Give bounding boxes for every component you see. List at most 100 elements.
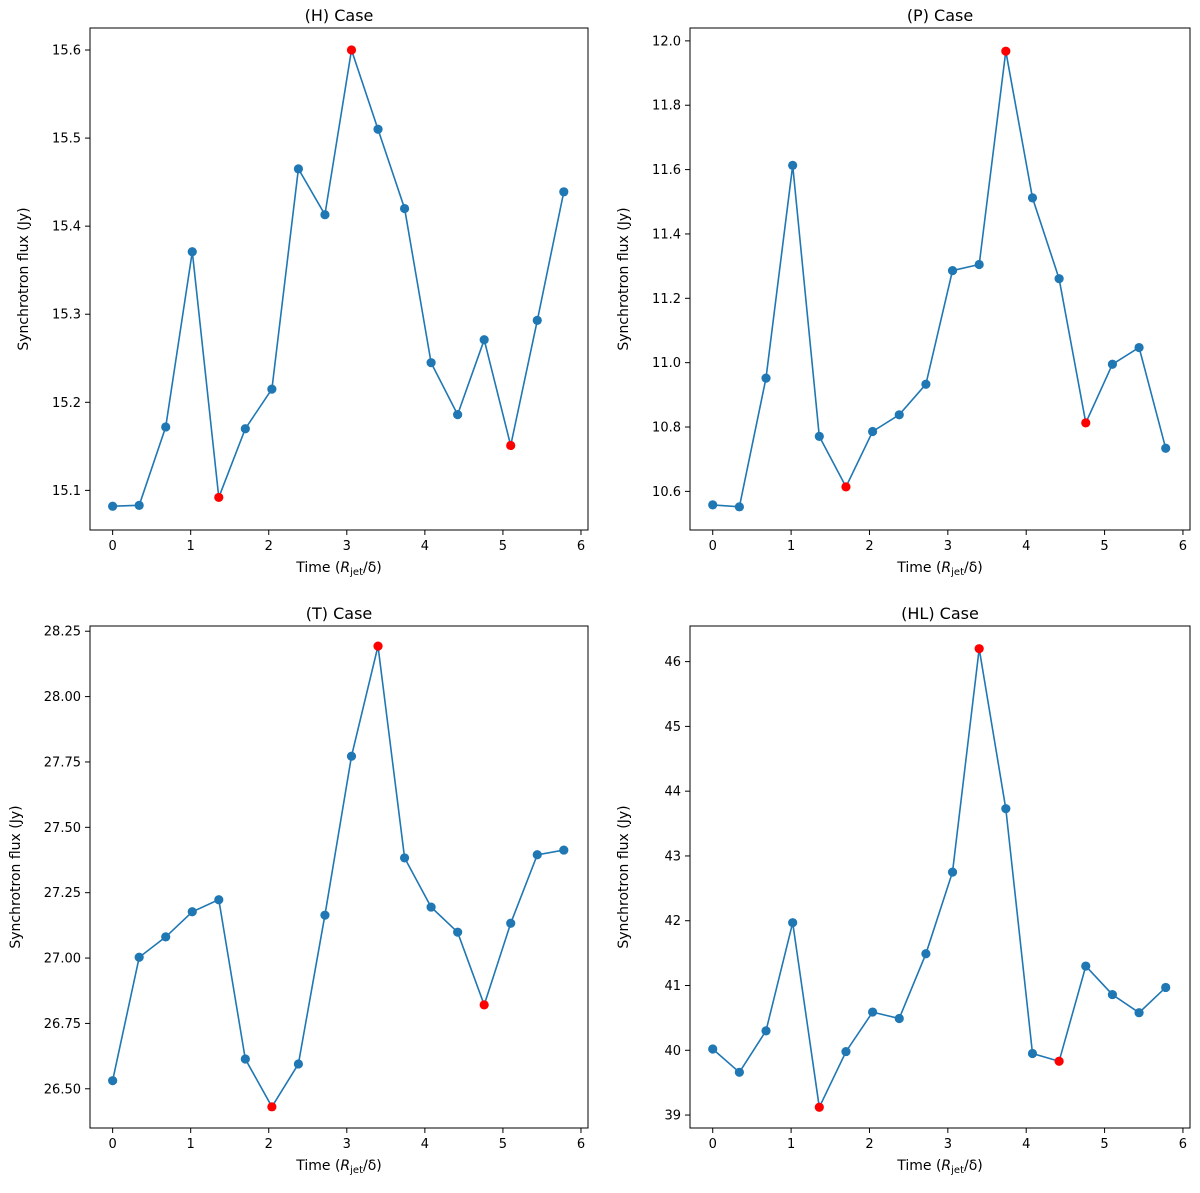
chart-1-data-point-1 bbox=[734, 502, 744, 512]
chart-0-xtick-label-4: 4 bbox=[421, 539, 429, 554]
chart-panel-2: (T) Case 0 1 2 3 4 5 6 26.50 26.75 27.00 27.25 27.50… bbox=[8, 604, 589, 1176]
chart-0-data-point-7 bbox=[293, 164, 304, 174]
chart-2-ytick-label-5: 27.75 bbox=[44, 755, 81, 770]
chart-1-ytick-label-7: 12.0 bbox=[652, 34, 681, 49]
chart-2-xtick-label-5: 5 bbox=[499, 1137, 507, 1152]
chart-0-data-point-13 bbox=[453, 410, 463, 420]
chart-0-data-point-8 bbox=[320, 210, 330, 220]
chart-3-ytick-label-3: 42 bbox=[664, 914, 681, 929]
chart-2-ytick-label-2: 27.00 bbox=[44, 952, 81, 967]
chart-3-ytick-label-1: 40 bbox=[664, 1044, 681, 1059]
chart-2-highlight-point-14 bbox=[479, 1000, 489, 1010]
chart-2-data-point-15 bbox=[506, 918, 516, 928]
chart-1-data-point-15 bbox=[1107, 359, 1118, 369]
chart-1-xtick-label-6: 6 bbox=[1179, 539, 1187, 554]
chart-0-xtick-label-0: 0 bbox=[108, 539, 116, 554]
chart-1-highlight-point-14 bbox=[1081, 418, 1091, 428]
chart-0-data-point-2 bbox=[161, 422, 171, 432]
chart-2-xtick-label-1: 1 bbox=[187, 1137, 195, 1152]
chart-2-series-line bbox=[111, 645, 564, 1109]
chart-1-series-line bbox=[712, 51, 1167, 508]
chart-1-xtick-label-1: 1 bbox=[787, 539, 795, 554]
chart-2-data-point-12 bbox=[426, 902, 436, 912]
chart-2-highlight-point-10 bbox=[373, 641, 383, 651]
chart-3-xtick-label-4: 4 bbox=[1022, 1137, 1030, 1152]
chart-2-xtick-label-4: 4 bbox=[421, 1137, 429, 1152]
chart-1-data-point-2 bbox=[761, 373, 771, 383]
chart-3-highlight-point-13 bbox=[1054, 1056, 1064, 1066]
chart-0-highlight-point-15 bbox=[506, 440, 516, 451]
chart-0-data-point-3 bbox=[187, 247, 197, 257]
chart-panel-0: (H) Case 0 1 2 3 4 5 6 15.1 15.2 15.3 15.4 15.5 15.6 T… bbox=[16, 6, 589, 578]
chart-3-xlabel: Time (Rjet/δ) bbox=[896, 1158, 983, 1176]
chart-1-data-point-0 bbox=[708, 500, 718, 510]
chart-2-ytick-label-7: 28.25 bbox=[44, 625, 81, 640]
chart-1-data-point-12 bbox=[1027, 193, 1038, 203]
chart-3-xtick-label-2: 2 bbox=[865, 1137, 873, 1152]
chart-2-xtick-label-6: 6 bbox=[577, 1137, 585, 1152]
chart-2-data-point-11 bbox=[399, 853, 410, 863]
chart-1-ytick-label-2: 11.0 bbox=[652, 356, 681, 371]
chart-0-title: (H) Case bbox=[305, 6, 374, 25]
chart-0-data-point-12 bbox=[426, 358, 436, 368]
chart-3-data-point-5 bbox=[841, 1046, 851, 1057]
chart-1-highlight-point-5 bbox=[841, 482, 851, 492]
chart-1-ylabel: Synchrotron flux (Jy) bbox=[616, 207, 632, 350]
chart-1-data-point-8 bbox=[921, 379, 931, 389]
chart-0-ytick-label-0: 15.1 bbox=[52, 484, 81, 499]
chart-1-data-point-3 bbox=[788, 160, 798, 171]
chart-2-data-point-8 bbox=[320, 910, 330, 920]
chart-2-xtick-label-3: 3 bbox=[343, 1137, 351, 1152]
chart-2-ytick-label-1: 26.75 bbox=[44, 1017, 81, 1032]
chart-0-ytick-label-4: 15.5 bbox=[52, 132, 81, 147]
chart-3-data-point-16 bbox=[1134, 1008, 1144, 1018]
chart-3-axes-frame bbox=[689, 625, 1191, 1129]
chart-3-data-point-14 bbox=[1081, 961, 1091, 971]
chart-3-highlight-point-10 bbox=[974, 644, 984, 654]
chart-1-xtick-label-3: 3 bbox=[944, 539, 952, 554]
chart-1-ytick-label-0: 10.6 bbox=[652, 485, 681, 500]
chart-3-data-point-2 bbox=[761, 1026, 771, 1036]
chart-3-series-line bbox=[712, 648, 1167, 1111]
chart-1-ytick-label-6: 11.8 bbox=[652, 99, 681, 114]
chart-0-data-point-1 bbox=[134, 500, 144, 510]
chart-2-xtick-label-0: 0 bbox=[108, 1137, 116, 1152]
chart-2-data-point-1 bbox=[134, 952, 144, 962]
chart-3-ytick-label-6: 45 bbox=[664, 720, 681, 735]
chart-2-ytick-label-6: 28.00 bbox=[44, 690, 81, 705]
chart-3-data-point-17 bbox=[1161, 982, 1171, 993]
chart-1-data-point-6 bbox=[868, 426, 878, 437]
chart-3-data-point-9 bbox=[947, 867, 958, 877]
chart-3-xtick-label-6: 6 bbox=[1179, 1137, 1187, 1152]
chart-0-data-point-0 bbox=[108, 501, 118, 511]
chart-1-data-point-17 bbox=[1161, 443, 1171, 453]
chart-3-data-point-3 bbox=[788, 918, 798, 928]
chart-3-data-point-0 bbox=[708, 1044, 718, 1054]
chart-3-ytick-label-4: 43 bbox=[664, 849, 681, 864]
chart-3-data-point-8 bbox=[921, 949, 931, 959]
chart-0-data-point-6 bbox=[267, 384, 277, 394]
chart-0-highlight-point-9 bbox=[346, 45, 357, 55]
chart-3-highlight-point-4 bbox=[814, 1102, 824, 1112]
chart-3-ytick-label-0: 39 bbox=[664, 1109, 681, 1124]
chart-3-data-point-15 bbox=[1107, 989, 1118, 1000]
chart-1-ytick-label-4: 11.4 bbox=[652, 227, 681, 242]
chart-2-data-point-13 bbox=[453, 927, 463, 937]
chart-2-data-point-7 bbox=[293, 1059, 304, 1069]
chart-0-xtick-label-5: 5 bbox=[499, 539, 507, 554]
chart-0-ytick-label-3: 15.4 bbox=[52, 220, 81, 235]
chart-3-xtick-label-1: 1 bbox=[787, 1137, 795, 1152]
chart-2-data-point-0 bbox=[108, 1076, 118, 1086]
chart-1-data-point-7 bbox=[894, 410, 904, 420]
chart-3-xtick-label-5: 5 bbox=[1100, 1137, 1108, 1152]
chart-2-xtick-label-2: 2 bbox=[265, 1137, 273, 1152]
chart-0-xtick-label-1: 1 bbox=[187, 539, 195, 554]
chart-1-ytick-label-3: 11.2 bbox=[652, 292, 681, 307]
chart-3-title: (HL) Case bbox=[901, 604, 979, 623]
chart-2-data-point-5 bbox=[240, 1054, 250, 1064]
chart-0-ytick-label-2: 15.3 bbox=[52, 308, 81, 323]
chart-2-ytick-label-4: 27.50 bbox=[44, 821, 81, 836]
chart-1-ytick-label-1: 10.8 bbox=[652, 421, 681, 436]
